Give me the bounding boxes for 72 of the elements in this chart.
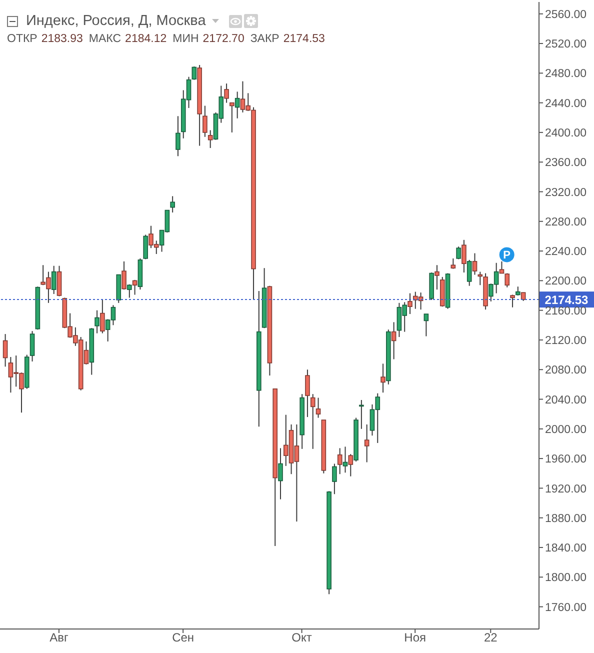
candlestick <box>94 310 100 334</box>
y-tick-label: 2280.00 <box>545 216 587 228</box>
candlestick <box>510 294 515 308</box>
candlestick <box>466 259 472 286</box>
y-tick-label: 1760.00 <box>545 602 587 614</box>
candlestick <box>56 265 62 297</box>
ref-line-label: 2174.53 <box>544 293 589 308</box>
candlestick <box>2 334 8 368</box>
y-tick-label: 2200.00 <box>545 276 587 288</box>
y-tick-label: 2520.00 <box>545 38 587 51</box>
y-tick-label: 1840.00 <box>545 542 587 555</box>
candlestick <box>364 424 370 463</box>
y-tick-label: 2360.00 <box>545 157 587 170</box>
y-tick-label: 2120.00 <box>545 335 587 348</box>
candlestick <box>127 284 132 298</box>
text: Индекс, Россия, Д, Москва <box>26 13 206 29</box>
candlestick <box>342 446 348 474</box>
candlestick <box>310 394 316 450</box>
candlestick <box>208 130 213 149</box>
y-tick-label: 1920.00 <box>545 483 587 496</box>
candlestick <box>348 454 354 477</box>
candlestick <box>100 299 105 334</box>
candlestick <box>462 239 466 274</box>
candlestick <box>316 397 321 418</box>
y-tick-label: 2320.00 <box>545 186 587 199</box>
y-tick-label: 2000.00 <box>545 424 587 436</box>
candlestick <box>305 369 310 418</box>
y-tick-label: 2240.00 <box>545 246 587 258</box>
x-tick-label: Авг <box>50 630 69 645</box>
candlestick <box>122 260 126 290</box>
candlestick <box>192 66 197 80</box>
x-tick-label: 22 <box>484 630 498 645</box>
candlestick <box>424 314 429 337</box>
candlestick <box>408 292 412 315</box>
candlestick <box>359 399 364 430</box>
y-tick-label: 2160.00 <box>545 305 587 318</box>
candlestick <box>472 252 478 276</box>
candlestick <box>499 260 504 274</box>
y-tick-label: 2440.00 <box>545 98 587 110</box>
candlestick <box>332 463 337 495</box>
candlestick <box>456 246 461 260</box>
candlestick <box>337 448 342 475</box>
candlestick <box>380 363 386 394</box>
x-tick-label: Сен <box>172 630 194 645</box>
annotation: P <box>503 250 510 262</box>
y-tick-label: 2560.00 <box>545 8 587 21</box>
x-tick-label: Окт <box>292 630 312 645</box>
candlestick <box>450 258 456 270</box>
x-tick-label: Ноя <box>404 630 426 645</box>
candlestick <box>504 272 510 288</box>
candlestick <box>434 264 440 290</box>
candlestick <box>143 234 148 260</box>
y-tick-label: 2480.00 <box>545 68 587 80</box>
y-tick-label: 1880.00 <box>545 512 587 525</box>
y-tick-label: 1800.00 <box>545 572 587 584</box>
candlestick <box>176 116 180 157</box>
candlestick <box>234 91 240 119</box>
y-tick-label: 2040.00 <box>545 394 587 406</box>
candlestick <box>230 102 234 133</box>
candlestick <box>478 271 483 286</box>
y-tick-label: 1960.00 <box>545 454 587 466</box>
candlestick <box>30 330 35 362</box>
candlestick <box>278 448 283 500</box>
text: ОТКР 2183.93 МАКС 2184.12 МИН 2172.70 ЗАКР 2174.53 <box>7 33 325 45</box>
candlestick <box>391 322 396 360</box>
candlestick <box>51 265 56 295</box>
y-tick-label: 2080.00 <box>545 364 587 377</box>
candlestick <box>170 196 175 213</box>
candlestick <box>132 279 138 296</box>
candlestick <box>202 105 208 138</box>
y-tick-label: 2400.00 <box>545 128 587 140</box>
candlestick <box>224 83 229 104</box>
